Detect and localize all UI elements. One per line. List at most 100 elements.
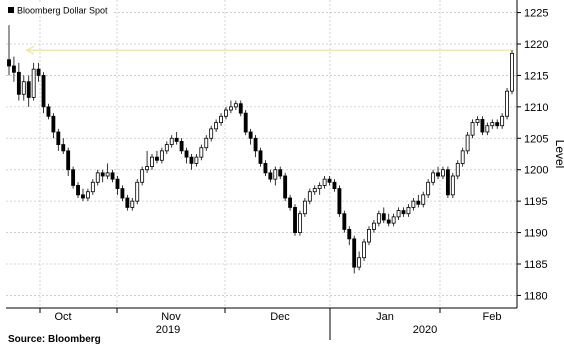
candle-body-down [76,185,80,196]
candle [332,179,337,192]
candle [268,169,273,183]
candle [386,213,391,227]
candle [485,122,490,136]
candle [16,62,21,101]
candle [120,185,125,202]
month-label: Nov [161,311,181,323]
candle [90,179,95,195]
y-tick-label: 1210 [524,102,548,114]
candle-body-down [436,172,440,177]
candle-body-down [56,131,61,145]
candle [347,226,352,246]
y-tick-label: 1180 [524,290,548,302]
candle-body-down [189,156,194,164]
candle-body-up [485,125,490,133]
candle [490,119,495,129]
candle [76,182,80,198]
candle-body-down [61,144,66,152]
candle [12,56,16,82]
candle-body-up [194,156,199,164]
candle [391,213,396,227]
candle [416,194,421,208]
candle-body-up [90,181,95,193]
candle-body-down [115,178,120,189]
candle-body-down [337,188,342,215]
candle [61,138,66,154]
candle [465,132,470,154]
candle [352,235,357,274]
candle-body-down [174,137,179,142]
candle [204,135,209,151]
y-tick-label: 1190 [524,228,548,240]
candle [130,198,135,211]
candle-body-up [224,109,228,117]
candle-body-down [342,213,347,230]
candle-body-up [450,175,455,196]
candle-body-down [480,119,485,133]
candle-body-down [66,150,71,171]
candle-body-up [159,150,164,161]
candle [460,147,465,167]
candle-body-up [367,229,371,243]
candle-body-up [406,207,411,215]
candle-body-up [95,172,100,183]
candle-body-up [322,178,327,186]
candle-body-down [179,141,184,152]
candle [371,220,376,233]
candle-body-down [268,172,273,180]
candle [209,125,214,142]
candle [56,128,61,151]
candle-body-down [81,194,85,199]
candle-body-up [357,257,362,268]
source-note: Source: Bloomberg [8,334,101,345]
candle-body-down [71,169,76,186]
candle [450,172,455,198]
candle [510,50,514,95]
legend: Bloomberg Dollar Spot [6,4,114,16]
candle-body-down [386,219,391,224]
candle-body-down [258,150,263,164]
candle-body-up [317,185,322,189]
candle [258,147,263,167]
y-tick-label: 1200 [524,165,548,177]
month-label: Oct [54,311,71,323]
candle [110,169,115,183]
candle-body-up [455,163,460,177]
candle-body-up [135,181,140,202]
candle-body-up [204,137,209,149]
candle [298,210,302,236]
candle-body-down [253,137,258,152]
candle [406,204,411,217]
candle-body-down [327,178,332,183]
candle [155,150,159,164]
candle-body-up [199,147,204,158]
candle [322,176,327,189]
candle [421,191,426,208]
candle-body-up [510,53,514,92]
candle [293,204,297,236]
candle [159,147,164,164]
candle [105,163,110,180]
candle [327,176,332,186]
candle [224,106,228,120]
candle-body-down [416,200,421,205]
month-label: Jan [376,311,394,323]
candle-body-up [376,213,381,224]
legend-box [6,4,114,16]
y-tick-label: 1220 [524,39,548,51]
candle [253,135,258,158]
candle-body-up [214,122,219,130]
candle [26,75,31,107]
candle-body-up [31,68,36,98]
candle-body-down [248,131,253,139]
candle [278,166,283,180]
candle [31,62,36,101]
candle-body-down [46,106,51,117]
candle [441,166,445,180]
candle-body-down [51,115,56,133]
candle [411,198,416,211]
candle-body-up [228,106,233,111]
candle [66,147,71,176]
candle [362,238,366,261]
